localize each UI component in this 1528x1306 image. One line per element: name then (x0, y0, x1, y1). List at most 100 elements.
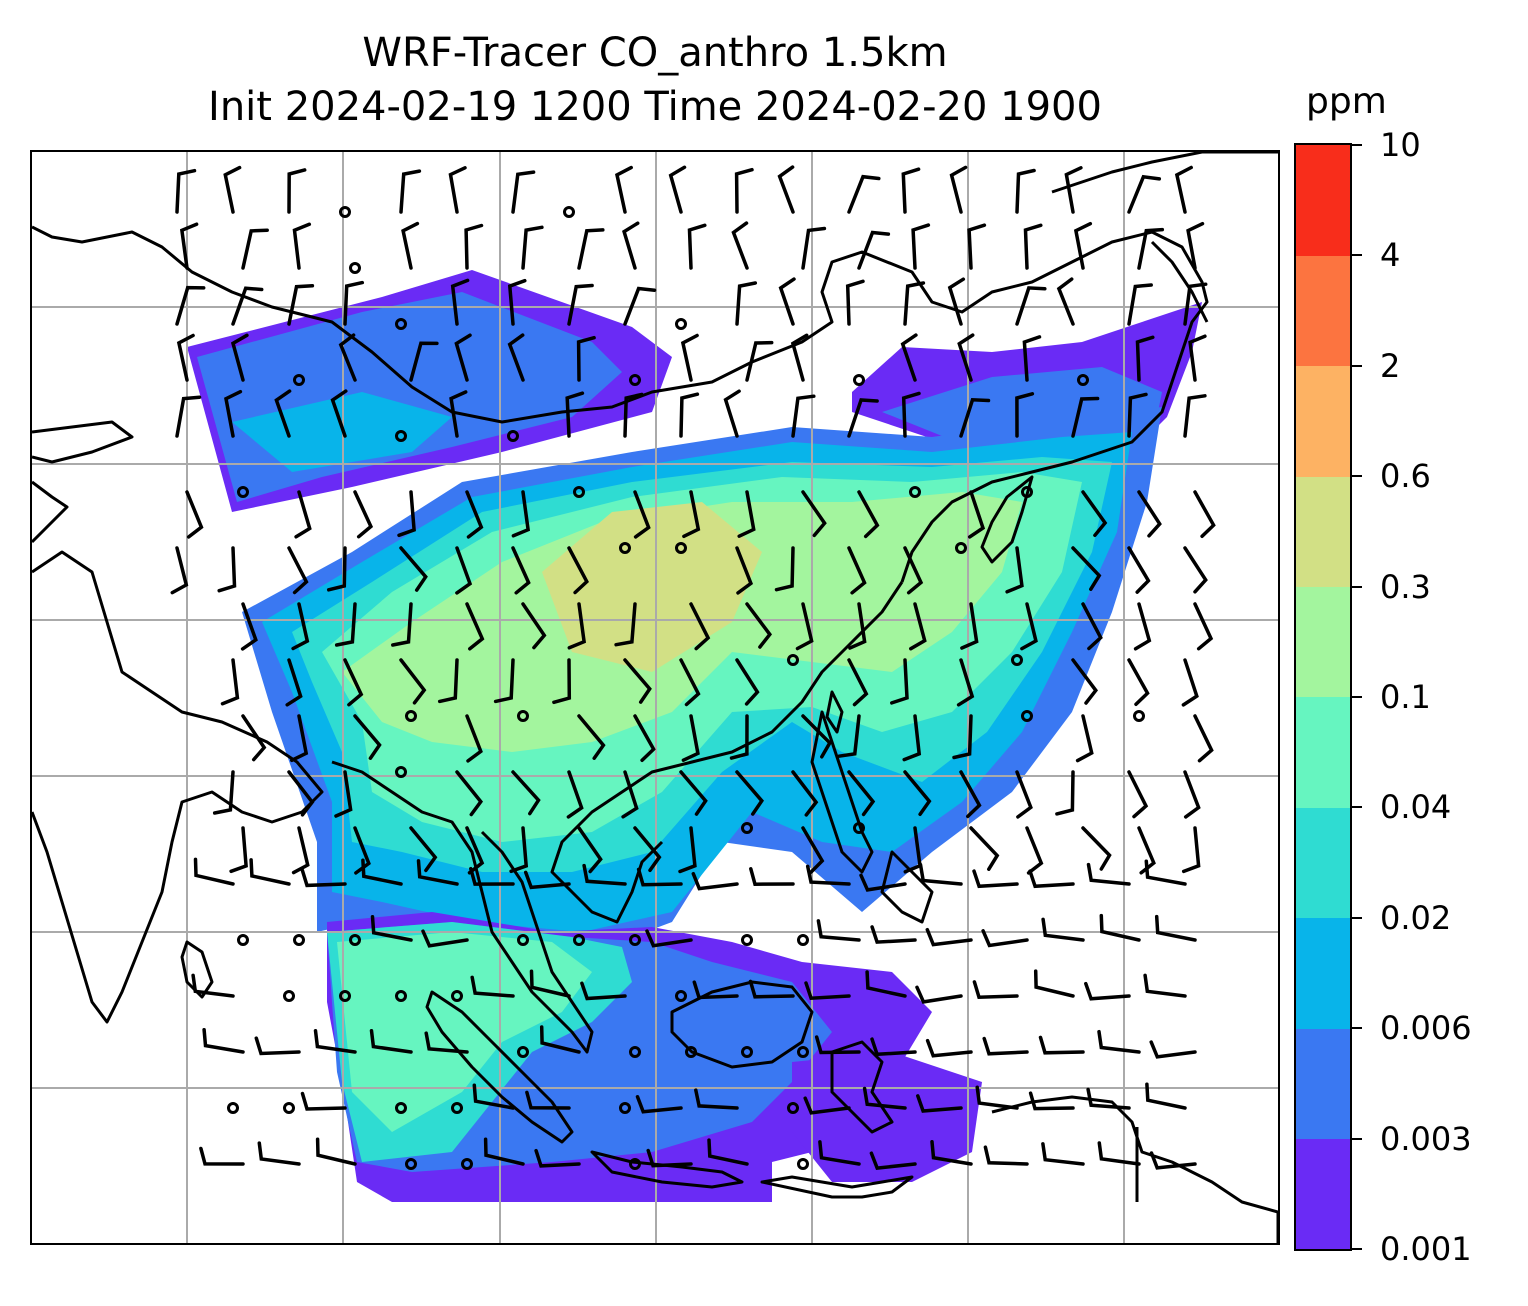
colorbar-segment (1296, 476, 1350, 588)
colorbar-unit-label: ppm (1306, 81, 1387, 122)
wind-barb (582, 863, 627, 886)
wind-barb (734, 167, 754, 214)
wind-barb (956, 658, 975, 707)
wind-barb (294, 490, 312, 539)
wind-barb (399, 546, 428, 592)
coastline-taiwan (825, 690, 844, 734)
wind-barb (1028, 869, 1075, 889)
wind-barb (326, 546, 347, 592)
calm-wind-circle (853, 374, 865, 386)
wind-barb (199, 1146, 245, 1166)
wind-barb (847, 546, 867, 595)
wind-barb (862, 1086, 907, 1110)
wind-barb (735, 658, 760, 706)
wind-barb (646, 1148, 693, 1168)
wind-barb (678, 826, 697, 874)
wind-barb (565, 391, 585, 438)
wind-barb (224, 389, 243, 438)
wind-barb (493, 658, 515, 704)
wind-barb (1144, 859, 1187, 886)
wind-barb (1025, 826, 1044, 875)
calm-wind-circle (1011, 654, 1023, 666)
wind-barb (330, 389, 348, 438)
wind-barb (681, 714, 700, 762)
wind-barb (803, 1096, 851, 1115)
calm-wind-circle (517, 934, 529, 946)
wind-barb (1135, 335, 1155, 382)
wind-barb (191, 973, 235, 998)
wind-barb (735, 281, 758, 326)
wind-barb (731, 221, 749, 270)
wind-barb (313, 1028, 357, 1054)
wind-barb (1041, 1142, 1085, 1166)
wind-barb (869, 1151, 917, 1170)
wind-barb (240, 602, 258, 651)
wind-barb (397, 490, 416, 538)
wind-barb (285, 658, 303, 707)
calm-wind-circle (955, 542, 967, 554)
wind-barb (455, 546, 473, 595)
wind-barb (193, 857, 235, 886)
colorbar-tick (1352, 806, 1362, 809)
colorbar-tick-label: 2 (1380, 346, 1401, 385)
wind-barb (1143, 973, 1187, 998)
calm-wind-circle (405, 1158, 417, 1170)
wind-barb (1099, 913, 1141, 942)
wind-barb (804, 981, 851, 1001)
wind-barb (254, 1036, 301, 1056)
wind-barb (421, 929, 469, 948)
wind-barb (791, 394, 816, 438)
wind-barb (472, 1083, 515, 1110)
wind-barb (353, 826, 371, 875)
plot-title-line-2: Init 2024-02-19 1200 Time 2024-02-20 190… (208, 84, 1102, 130)
wind-barb (315, 1137, 357, 1166)
wind-barb (848, 602, 867, 650)
calm-wind-circle (1133, 710, 1145, 722)
wind-barb (621, 770, 639, 819)
calm-wind-circle (675, 990, 687, 1002)
wind-barb (580, 981, 627, 1001)
wind-barb (801, 226, 827, 270)
wind-barb (175, 285, 206, 326)
wind-barb (857, 230, 891, 270)
wind-barb (615, 165, 633, 214)
wind-barb (925, 927, 973, 947)
calm-wind-circle (573, 934, 585, 946)
wind-barb (911, 223, 931, 270)
coastline-north-asia (32, 225, 1209, 583)
wind-barb (679, 770, 708, 816)
wind-barb (1028, 1091, 1075, 1111)
colorbar-tick-label: 0.6 (1380, 457, 1431, 496)
wind-barb (735, 546, 754, 595)
wind-barb (437, 658, 459, 704)
coastline-arabia (32, 420, 134, 464)
wind-barb (567, 546, 589, 595)
wind-barb (1055, 770, 1075, 816)
wind-barb (1149, 1040, 1197, 1059)
wind-barb (185, 490, 204, 539)
wind-barb (511, 546, 531, 595)
wind-barb (901, 167, 921, 214)
calm-wind-circle (451, 990, 463, 1002)
calm-wind-circle (787, 1102, 799, 1114)
calm-wind-circle (395, 318, 407, 330)
wind-barb (635, 1095, 683, 1114)
wind-barb (1154, 914, 1197, 942)
wind-barb (539, 1025, 581, 1054)
wind-barb (220, 658, 240, 706)
map-gridlines (32, 152, 1278, 1243)
colorbar-tick (1352, 254, 1362, 257)
wind-barb (509, 826, 529, 874)
wind-barb (972, 980, 1019, 999)
wind-barb (241, 228, 269, 270)
wind-barb (230, 333, 249, 382)
wind-barb (668, 165, 687, 214)
wind-barb (1137, 227, 1165, 270)
colorbar-segment (1296, 1028, 1350, 1140)
wind-barb (969, 826, 1000, 871)
calm-wind-circle (349, 262, 361, 274)
wind-barb (983, 1145, 1029, 1166)
calm-wind-circle (619, 542, 631, 554)
colorbar-segment (1296, 917, 1350, 1029)
calm-wind-circle (1021, 486, 1033, 498)
